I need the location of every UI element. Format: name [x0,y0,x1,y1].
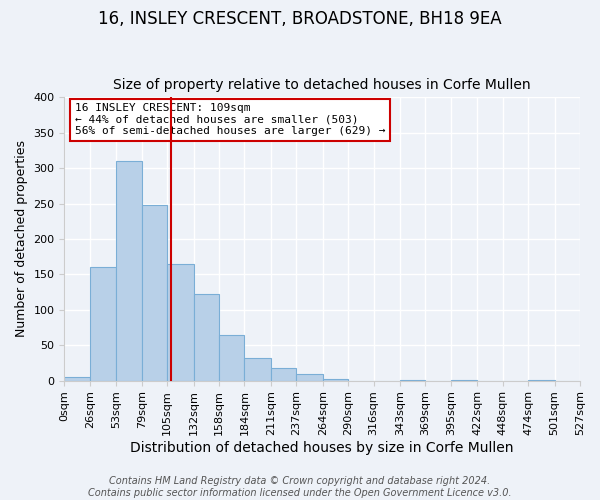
Bar [116,161,142,380]
Y-axis label: Number of detached properties: Number of detached properties [15,140,28,338]
Bar [90,268,116,380]
Bar [194,294,219,380]
Text: Contains HM Land Registry data © Crown copyright and database right 2024.
Contai: Contains HM Land Registry data © Crown c… [88,476,512,498]
Text: 16, INSLEY CRESCENT, BROADSTONE, BH18 9EA: 16, INSLEY CRESCENT, BROADSTONE, BH18 9E… [98,10,502,28]
Title: Size of property relative to detached houses in Corfe Mullen: Size of property relative to detached ho… [113,78,531,92]
Bar [219,336,244,380]
Bar [64,377,90,380]
Bar [296,374,323,380]
Bar [167,264,194,380]
Bar [271,368,296,380]
Text: 16 INSLEY CRESCENT: 109sqm
← 44% of detached houses are smaller (503)
56% of sem: 16 INSLEY CRESCENT: 109sqm ← 44% of deta… [75,103,385,136]
Bar [244,358,271,380]
Bar [142,205,167,380]
Bar [323,379,348,380]
X-axis label: Distribution of detached houses by size in Corfe Mullen: Distribution of detached houses by size … [130,441,514,455]
